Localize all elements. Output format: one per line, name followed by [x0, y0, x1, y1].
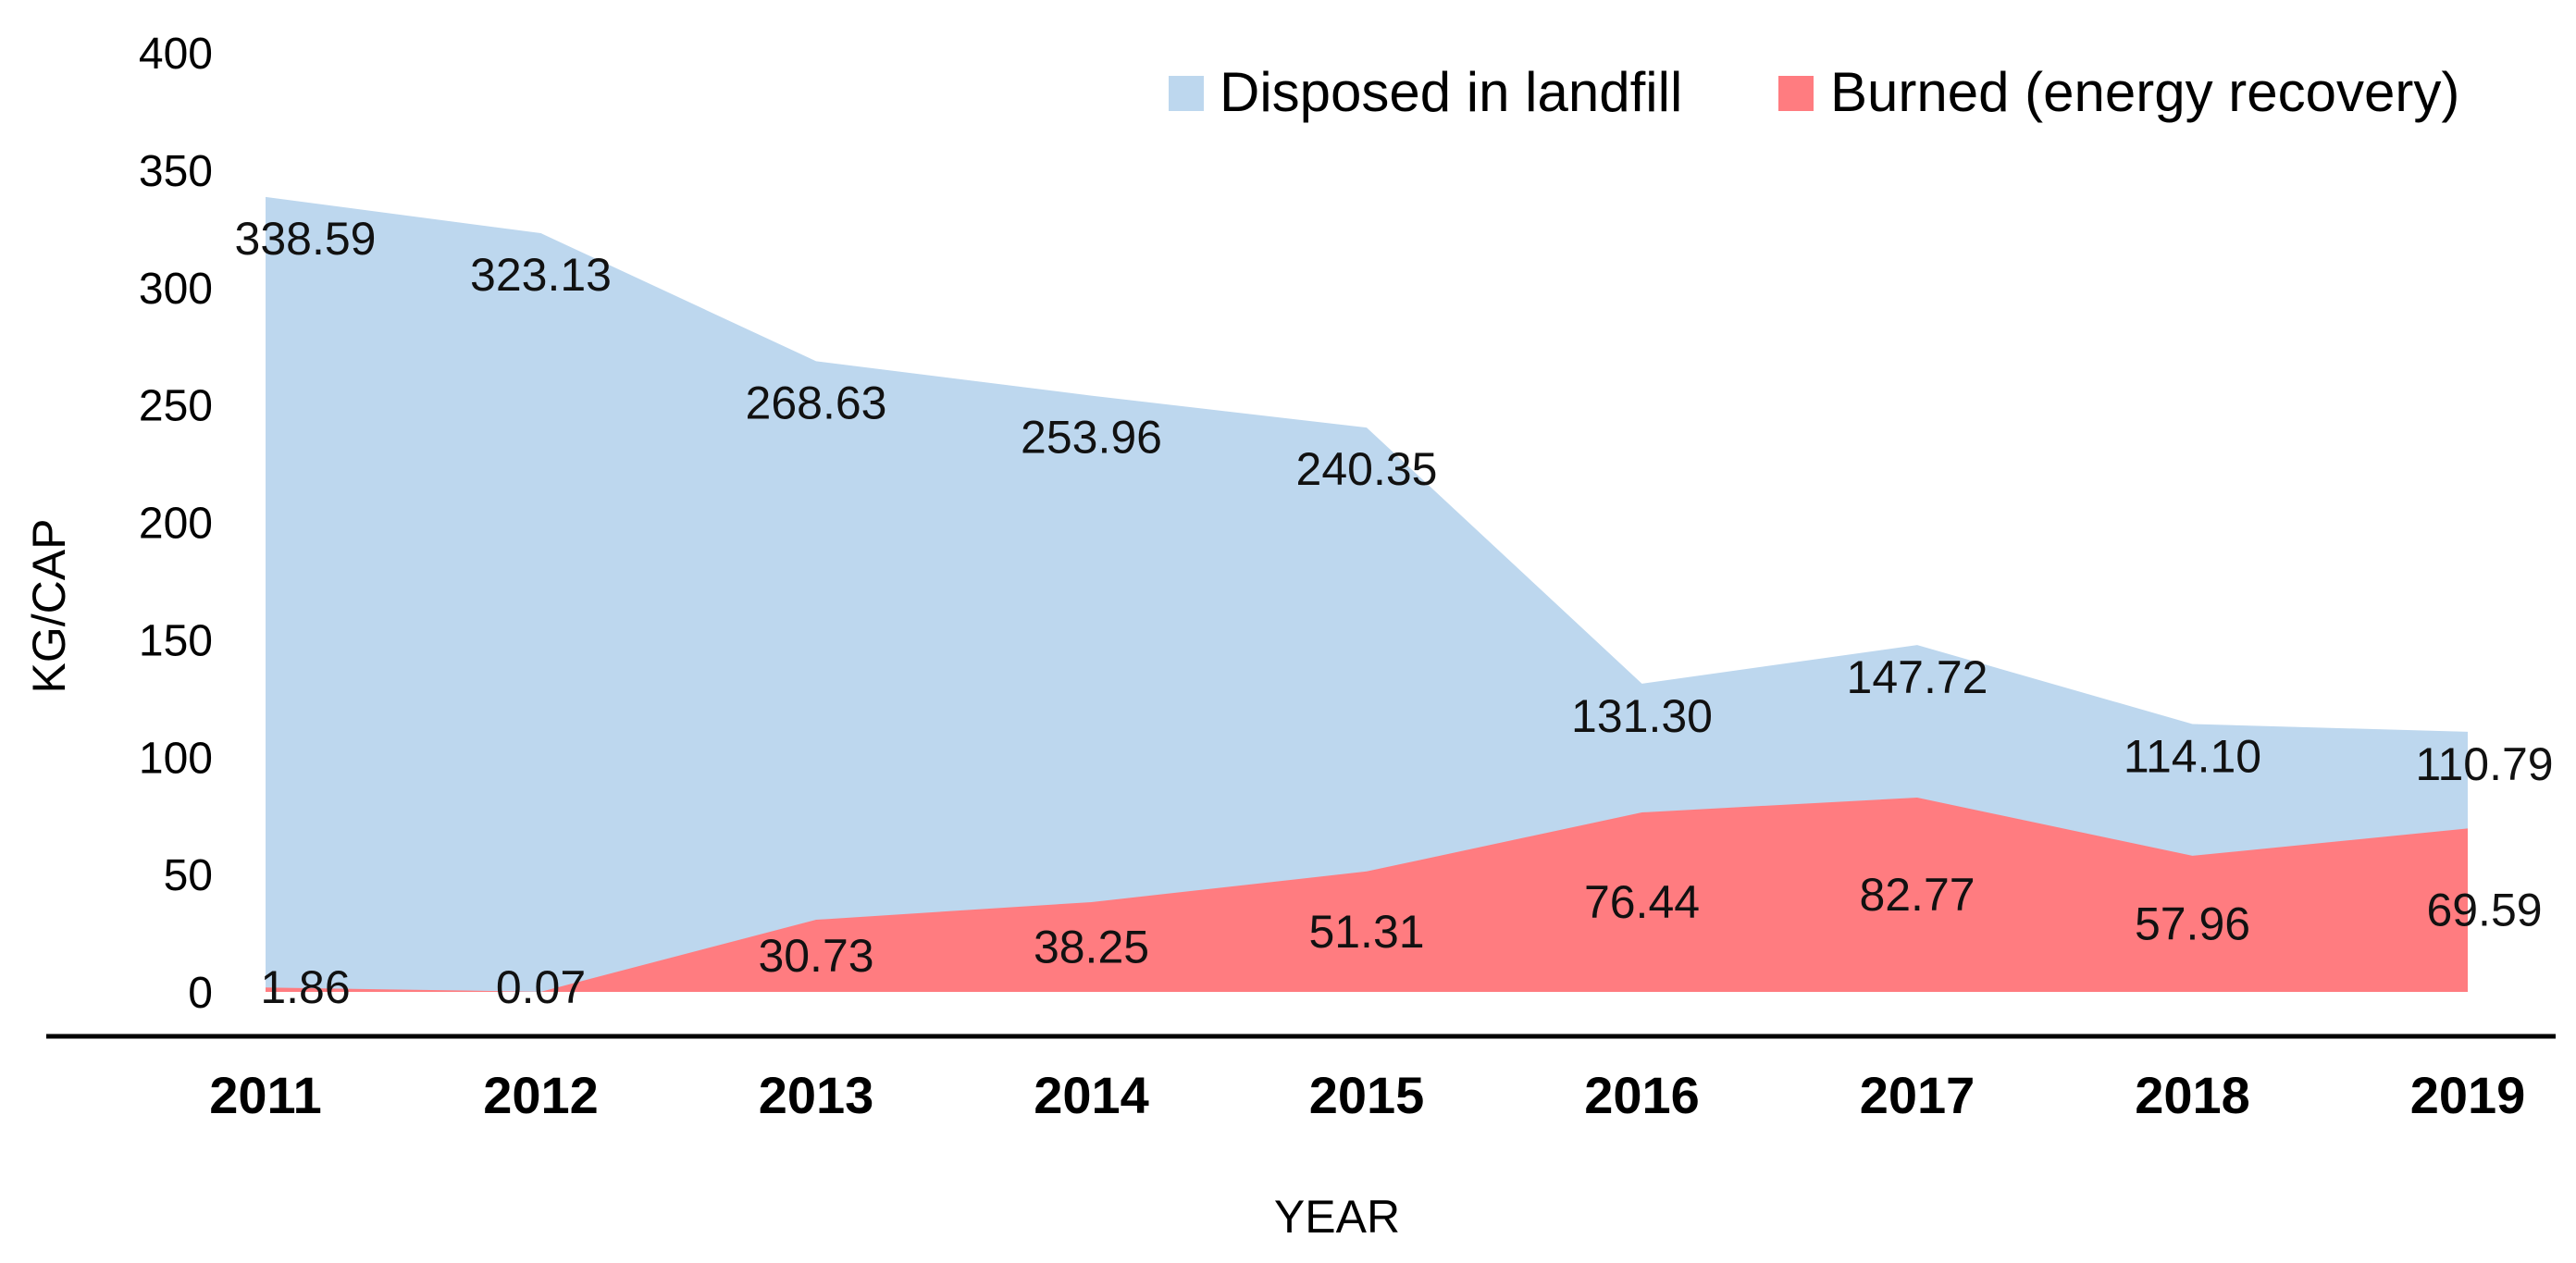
legend-label-landfill: Disposed in landfill — [1220, 61, 1682, 123]
x-axis-ticks: 2011 2012 2013 2014 2015 2016 2017 2018 2019 — [209, 1066, 2525, 1124]
x-tick-label: 2012 — [483, 1066, 599, 1124]
x-axis-title: YEAR — [1274, 1191, 1400, 1243]
data-label-landfill: 268.63 — [746, 377, 887, 428]
data-label-landfill: 110.79 — [2415, 738, 2553, 790]
x-tick-label: 2015 — [1309, 1066, 1425, 1124]
y-tick-label: 350 — [139, 147, 213, 196]
y-tick-label: 50 — [164, 851, 213, 900]
legend-swatch-burned — [1778, 76, 1814, 111]
data-label-burned: 38.25 — [1034, 921, 1149, 972]
data-label-landfill: 147.72 — [1847, 651, 1988, 703]
x-tick-label: 2014 — [1034, 1066, 1149, 1124]
data-label-landfill: 253.96 — [1021, 412, 1162, 464]
y-tick-label: 300 — [139, 265, 213, 314]
x-tick-label: 2011 — [209, 1066, 322, 1124]
data-label-landfill: 131.30 — [1571, 690, 1713, 742]
y-axis-ticks: 0 50 100 150 200 250 300 350 400 — [139, 30, 213, 1018]
x-tick-label: 2017 — [1860, 1066, 1975, 1124]
area-landfill — [266, 196, 2468, 992]
data-label-burned: 57.96 — [2135, 898, 2250, 949]
area-burned — [266, 797, 2468, 992]
data-label-burned: 0.07 — [496, 961, 586, 1013]
data-label-burned: 30.73 — [758, 930, 873, 982]
legend: Disposed in landfill Burned (energy reco… — [1169, 61, 2459, 123]
y-tick-label: 0 — [188, 969, 213, 1018]
data-label-landfill: 240.35 — [1296, 443, 1438, 495]
data-label-burned: 1.86 — [260, 961, 350, 1013]
data-label-landfill: 114.10 — [2124, 730, 2261, 782]
y-axis-title: KG/CAP — [23, 519, 75, 694]
x-tick-label: 2016 — [1584, 1066, 1700, 1124]
y-tick-label: 400 — [139, 30, 213, 79]
y-tick-label: 250 — [139, 382, 213, 431]
y-tick-label: 200 — [139, 500, 213, 549]
y-tick-label: 150 — [139, 616, 213, 665]
legend-swatch-landfill — [1169, 76, 1204, 111]
legend-label-burned: Burned (energy recovery) — [1830, 61, 2459, 123]
data-label-burned: 82.77 — [1859, 869, 1975, 921]
x-tick-label: 2018 — [2135, 1066, 2250, 1124]
data-labels: 338.59 323.13 268.63 253.96 240.35 131.30 147.… — [235, 213, 2554, 1013]
data-label-burned: 51.31 — [1308, 906, 1424, 958]
data-label-burned: 69.59 — [2426, 885, 2542, 936]
series-areas — [266, 196, 2468, 992]
x-tick-label: 2019 — [2410, 1066, 2526, 1124]
data-label-burned: 76.44 — [1584, 876, 1700, 928]
y-tick-label: 100 — [139, 734, 213, 783]
data-label-landfill: 338.59 — [235, 213, 377, 265]
data-label-landfill: 323.13 — [470, 249, 612, 301]
x-tick-label: 2013 — [759, 1066, 874, 1124]
